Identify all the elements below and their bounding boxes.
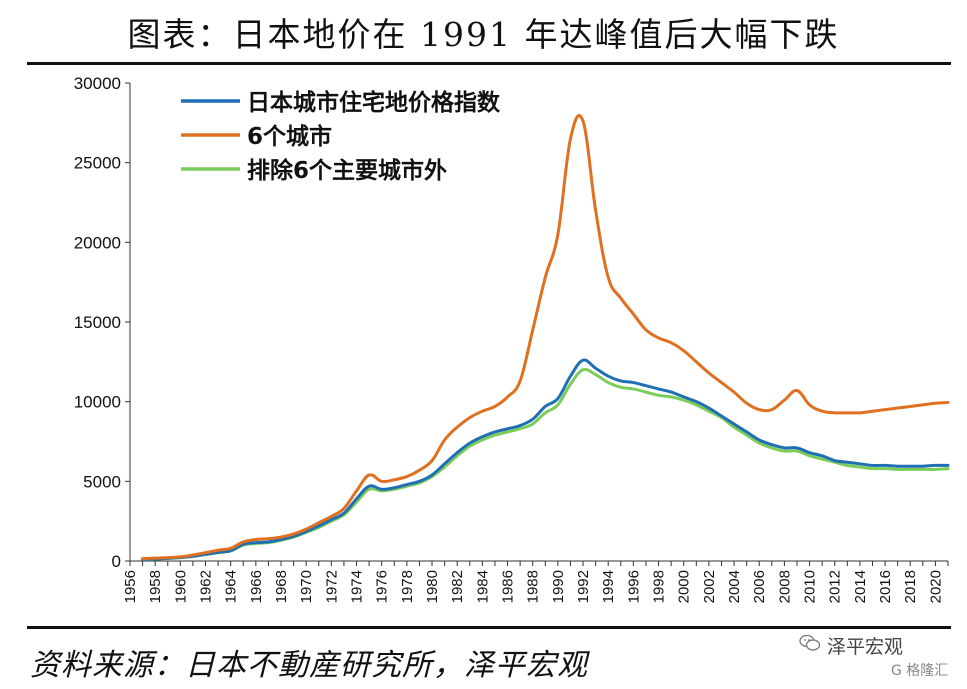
wechat-icon <box>799 634 821 651</box>
x-tick-label: 2000 <box>676 570 693 603</box>
x-tick-label: 1988 <box>525 570 542 603</box>
legend-label-2: 6个城市 <box>247 123 332 150</box>
x-tick-label: 1958 <box>147 570 164 603</box>
series-line-2 <box>141 114 950 561</box>
x-tick-label: 1984 <box>474 570 491 603</box>
x-tick-label: 1998 <box>651 570 668 603</box>
x-tick-label: 1982 <box>449 570 466 603</box>
y-tick-label: 25000 <box>74 154 121 173</box>
y-tick-label: 5000 <box>83 472 121 491</box>
x-tick-label: 2008 <box>776 570 793 603</box>
x-tick-label: 1974 <box>349 570 366 603</box>
x-tick-label: 2014 <box>852 570 869 603</box>
x-tick-label: 1986 <box>500 570 517 603</box>
x-tick-label: 1962 <box>198 570 215 603</box>
series-lines <box>141 114 950 561</box>
top-rule <box>27 62 951 65</box>
source-note: 资料来源：日本不動産研究所，泽平宏观 <box>30 648 588 683</box>
y-tick-label: 30000 <box>74 74 121 93</box>
bottom-rule <box>27 626 951 629</box>
watermark-text: 泽平宏观 <box>827 636 904 658</box>
x-tick-label: 1970 <box>298 570 315 603</box>
y-tick-label: 15000 <box>74 313 121 332</box>
y-tick-label: 20000 <box>74 233 121 252</box>
x-tick-label: 1980 <box>424 570 441 603</box>
x-axis-ticks: 1956 1958 1960 1962 1964 1966 1968 1970 1972 1974… <box>122 561 949 603</box>
x-tick-label: 1956 <box>122 570 139 603</box>
x-tick-label: 1978 <box>399 570 416 603</box>
x-tick-label: 1972 <box>323 570 340 603</box>
legend-label-3: 排除6个主要城市外 <box>247 157 447 184</box>
x-tick-label: 1996 <box>625 570 642 603</box>
series-line-1 <box>141 358 950 561</box>
x-tick-label: 1994 <box>600 570 617 603</box>
x-tick-label: 2004 <box>726 570 743 603</box>
y-axis-ticks: 0 5000 10000 15000 20000 25000 30000 <box>74 74 130 571</box>
x-tick-label: 2012 <box>827 570 844 603</box>
x-tick-label: 2006 <box>751 570 768 603</box>
legend-label-1: 日本城市住宅地价格指数 <box>247 89 501 116</box>
x-tick-label: 1960 <box>172 570 189 603</box>
watermark: 泽平宏观 G 格隆汇 <box>795 630 955 685</box>
x-tick-label: 1990 <box>550 570 567 603</box>
x-tick-label: 1964 <box>223 570 240 603</box>
x-tick-label: 1968 <box>273 570 290 603</box>
y-tick-label: 0 <box>112 552 121 571</box>
x-tick-label: 2010 <box>802 570 819 603</box>
chart-title: 图表：日本地价在 1991 年达峰值后大幅下跌 <box>127 15 840 54</box>
chart-axes <box>129 83 948 562</box>
watermark-logo: G 格隆汇 <box>891 663 949 679</box>
x-tick-label: 2016 <box>877 570 894 603</box>
x-tick-label: 2002 <box>701 570 718 603</box>
x-tick-label: 1976 <box>374 570 391 603</box>
x-tick-label: 2020 <box>927 570 944 603</box>
series-line-3 <box>141 367 950 561</box>
y-tick-label: 10000 <box>74 393 121 412</box>
x-tick-label: 2018 <box>902 570 919 603</box>
x-tick-label: 1966 <box>248 570 265 603</box>
x-tick-label: 1992 <box>575 570 592 603</box>
